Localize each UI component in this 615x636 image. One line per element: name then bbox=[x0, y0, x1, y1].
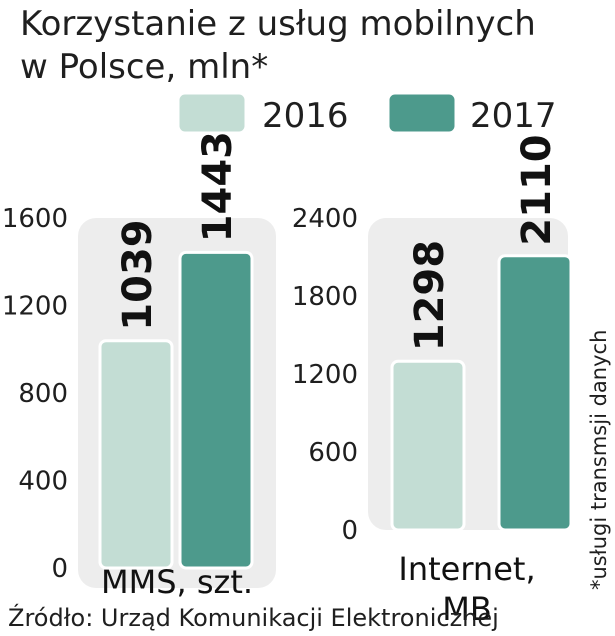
legend-label-2016: 2016 bbox=[262, 96, 349, 136]
y-tick-label: 1800 bbox=[292, 282, 358, 312]
chart-panel-internet: 0 600 1200 1800 2400 1298 2110 Internet,MB bbox=[292, 134, 573, 628]
legend-swatch-2017 bbox=[386, 91, 458, 135]
chart-panel-mms: 0 400 800 1200 1600 1039 1443 MMS, szt. bbox=[2, 131, 276, 601]
y-tick-label: 1200 bbox=[292, 360, 358, 390]
value-label-internet-2017: 2110 bbox=[514, 134, 560, 245]
y-tick-label: 400 bbox=[18, 467, 68, 497]
y-tick-label: 1600 bbox=[2, 204, 68, 234]
bar-mms-2017 bbox=[178, 250, 254, 570]
value-label-mms-2017: 1443 bbox=[195, 131, 241, 242]
footnote-label: *usługi transmsji danych bbox=[587, 330, 611, 590]
bar-internet-2017 bbox=[497, 254, 573, 532]
category-label-mms: MMS, szt. bbox=[101, 563, 253, 601]
bar-internet-2016 bbox=[390, 359, 466, 532]
y-tick-label: 1200 bbox=[2, 292, 68, 322]
legend-swatch-2016 bbox=[176, 91, 248, 135]
bar-mms-2016 bbox=[98, 339, 174, 570]
legend-label-2017: 2017 bbox=[470, 96, 557, 136]
category-label-internet: Internet, bbox=[398, 550, 535, 588]
y-tick-label: 600 bbox=[308, 438, 358, 468]
y-tick-label: 0 bbox=[51, 554, 68, 584]
y-tick-label: 0 bbox=[341, 516, 358, 546]
value-label-internet-2016: 1298 bbox=[407, 240, 453, 351]
category-label-internet: MB bbox=[442, 590, 492, 628]
legend: 2016 2017 bbox=[176, 91, 557, 136]
title-line-1: Korzystanie z usług mobilnych bbox=[20, 4, 536, 44]
value-label-mms-2016: 1039 bbox=[115, 219, 161, 330]
title-line-2: w Polsce, mln* bbox=[20, 47, 268, 87]
y-tick-label: 2400 bbox=[292, 204, 358, 234]
source-label: Źródło: Urząd Komunikacji Elektronicznej bbox=[8, 603, 499, 632]
y-tick-label: 800 bbox=[18, 379, 68, 409]
